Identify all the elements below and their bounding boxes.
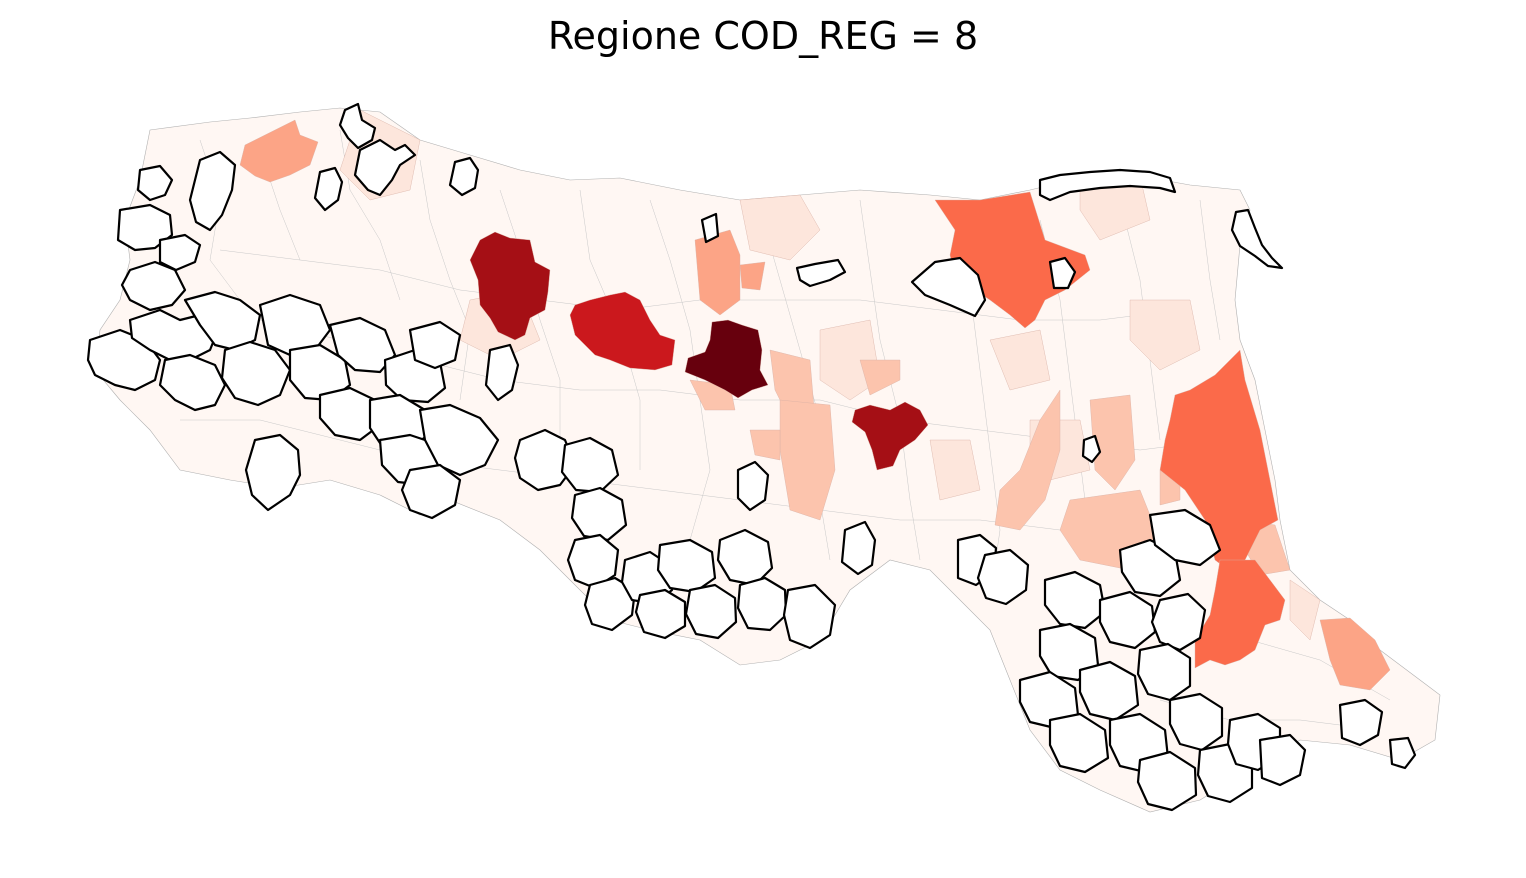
no-data-municipalities xyxy=(86,102,1417,812)
map-title: Regione COD_REG = 8 xyxy=(547,14,979,58)
